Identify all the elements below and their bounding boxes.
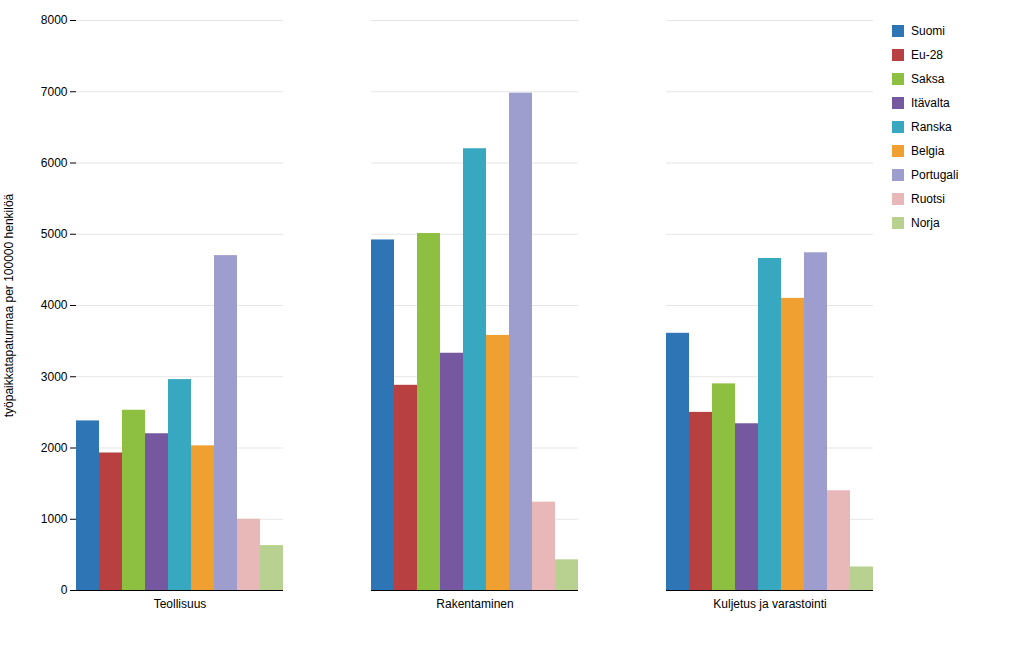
html-text:Itävalta: Itävalta bbox=[911, 96, 950, 110]
html-text:Saksa: Saksa bbox=[911, 72, 945, 86]
html-text:Portugali: Portugali bbox=[911, 168, 959, 182]
svg-text:työpaikkatapaturmaa per 100000: työpaikkatapaturmaa per 100000 henkilöä bbox=[2, 193, 16, 417]
svg-text:5000: 5000 bbox=[41, 227, 68, 241]
svg-text:6000: 6000 bbox=[41, 156, 68, 170]
svg-text:Teollisuus: Teollisuus bbox=[154, 597, 207, 611]
svg-text:4000: 4000 bbox=[41, 298, 68, 312]
html-text:Ranska: Ranska bbox=[911, 120, 952, 134]
svg-text:0: 0 bbox=[61, 583, 68, 597]
svg-text:2000: 2000 bbox=[41, 441, 68, 455]
svg-text:Rakentaminen: Rakentaminen bbox=[436, 597, 513, 611]
html-text:Suomi: Suomi bbox=[911, 24, 945, 38]
svg-text:1000: 1000 bbox=[41, 512, 68, 526]
svg-text:8000: 8000 bbox=[41, 13, 68, 27]
html-text:Belgia: Belgia bbox=[911, 144, 945, 158]
svg-text:Kuljetus ja varastointi: Kuljetus ja varastointi bbox=[713, 597, 826, 611]
html-text:Ruotsi: Ruotsi bbox=[911, 192, 945, 206]
html-text:Norja: Norja bbox=[911, 216, 940, 230]
svg-text:7000: 7000 bbox=[41, 85, 68, 99]
svg-text:3000: 3000 bbox=[41, 370, 68, 384]
html-text:Eu-28: Eu-28 bbox=[911, 48, 943, 62]
